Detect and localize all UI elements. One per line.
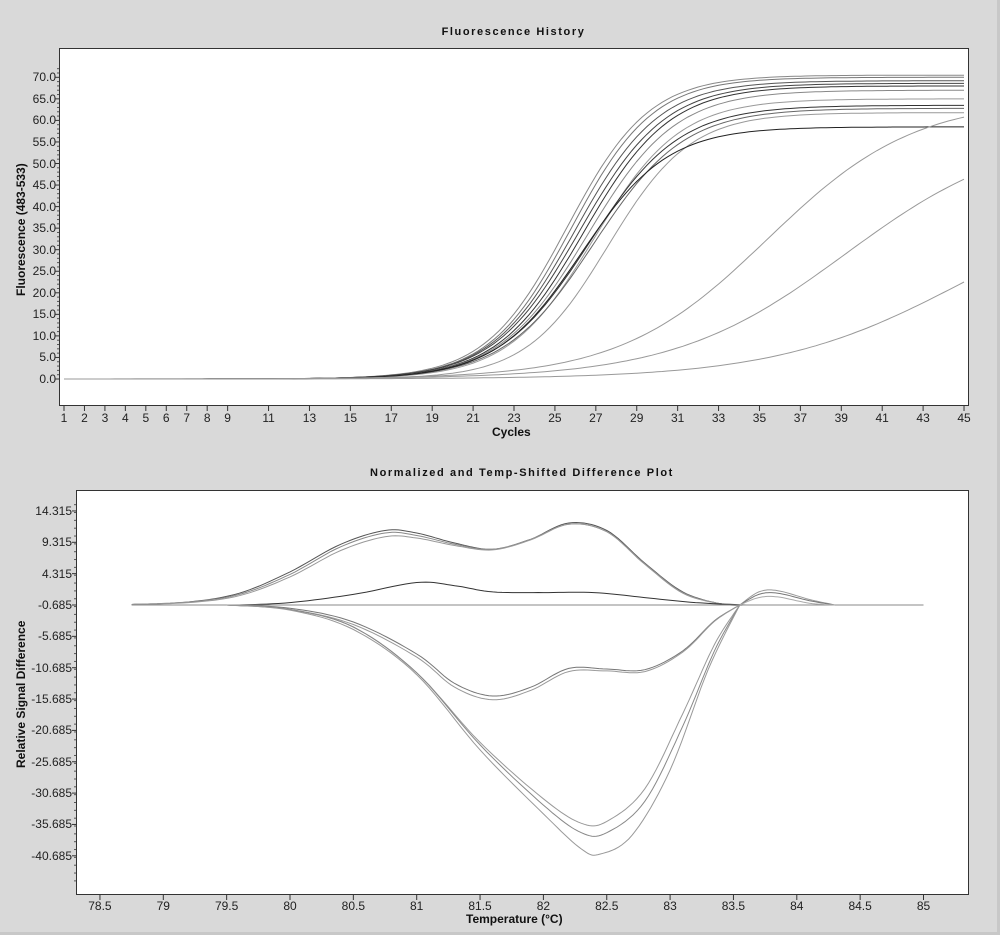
x-tick-label: 13 xyxy=(302,411,317,425)
x-tick-label: 83.5 xyxy=(721,899,746,913)
x-tick-label: 8 xyxy=(203,411,211,425)
y-tick-label: 65.0 xyxy=(32,91,56,106)
difference-curve xyxy=(131,523,747,606)
x-tick-label: 84.5 xyxy=(848,899,872,913)
x-tick-label: 15 xyxy=(343,411,358,425)
y-tick-label: -5.685 xyxy=(37,629,72,644)
x-tick-label: 81 xyxy=(410,899,424,913)
amplification-curve xyxy=(64,107,964,380)
difference-curve xyxy=(131,523,747,606)
x-tick-label: 82.5 xyxy=(595,899,619,913)
fluorescence-x-axis-title: Cycles xyxy=(492,425,531,439)
x-tick-label: 82 xyxy=(536,899,551,913)
y-tick-label: 25.0 xyxy=(32,264,56,279)
window-frame-bottom xyxy=(0,932,1000,935)
difference-curve xyxy=(226,604,741,701)
amplification-curve xyxy=(64,281,965,380)
x-tick-label: 27 xyxy=(589,411,603,425)
x-tick-label: 25 xyxy=(548,411,562,425)
x-tick-label: 3 xyxy=(101,411,109,425)
y-tick-label: 15.0 xyxy=(32,307,56,322)
x-tick-label: 9 xyxy=(224,411,231,425)
x-tick-label: 17 xyxy=(384,411,398,425)
y-tick-label: -0.685 xyxy=(37,598,72,612)
y-tick-label: 35.0 xyxy=(32,221,56,236)
y-tick-label: -10.685 xyxy=(31,660,72,675)
x-tick-label: 2 xyxy=(81,411,88,425)
amplification-curve xyxy=(64,178,965,380)
y-tick-label: -15.685 xyxy=(31,692,72,707)
y-tick-label: 55.0 xyxy=(32,134,56,149)
y-tick-label: 9.315 xyxy=(41,535,72,550)
difference-chart-title: Normalized and Temp-Shifted Difference P… xyxy=(370,467,674,479)
y-tick-label: 14.315 xyxy=(35,503,72,518)
x-tick-label: 6 xyxy=(162,411,170,425)
x-tick-label: 43 xyxy=(916,411,930,425)
difference-curve xyxy=(226,604,741,856)
difference-curve xyxy=(226,604,741,827)
y-tick-label: -35.685 xyxy=(31,817,72,832)
y-tick-label: 40.0 xyxy=(32,199,56,214)
x-tick-label: 1 xyxy=(60,411,68,425)
x-tick-label: 79.5 xyxy=(214,899,239,913)
x-tick-label: 81.5 xyxy=(468,899,492,913)
window-frame-edge xyxy=(997,0,1000,935)
difference-curve xyxy=(239,581,747,606)
x-tick-label: 7 xyxy=(183,411,191,425)
fluorescence-plot-area xyxy=(59,48,969,406)
fluorescence-chart-title: Fluorescence History xyxy=(441,26,586,38)
x-tick-label: 37 xyxy=(793,411,808,425)
y-tick-label: 5.0 xyxy=(39,350,56,365)
difference-curve xyxy=(226,604,741,837)
y-tick-label: 30.0 xyxy=(32,242,56,257)
y-tick-label: 60.0 xyxy=(32,113,56,128)
x-tick-label: 84 xyxy=(790,899,804,913)
x-tick-label: 11 xyxy=(262,411,275,425)
x-tick-label: 39 xyxy=(834,411,848,425)
difference-curve xyxy=(739,592,835,606)
x-tick-label: 31 xyxy=(670,411,685,425)
y-tick-label: 70.0 xyxy=(32,70,56,85)
x-tick-label: 45 xyxy=(957,411,971,425)
difference-x-axis-title: Temperature (°C) xyxy=(466,912,563,926)
x-tick-label: 83 xyxy=(663,899,677,913)
y-tick-label: 20.0 xyxy=(32,285,56,300)
x-tick-label: 33 xyxy=(711,411,726,425)
x-tick-label: 21 xyxy=(466,411,480,425)
x-tick-label: 19 xyxy=(425,411,439,425)
y-tick-label: -40.685 xyxy=(31,848,72,863)
y-tick-label: -25.685 xyxy=(31,754,72,769)
x-tick-label: 80 xyxy=(283,899,297,913)
x-tick-label: 41 xyxy=(875,411,889,425)
amplification-curve xyxy=(64,80,964,380)
y-tick-label: 10.0 xyxy=(32,328,56,343)
x-tick-label: 4 xyxy=(122,411,129,425)
amplification-curve xyxy=(64,112,964,380)
y-tick-label: 50.0 xyxy=(32,156,56,171)
x-tick-label: 35 xyxy=(752,411,767,425)
difference-curve xyxy=(226,604,741,697)
x-tick-label: 5 xyxy=(142,411,150,425)
x-tick-label: 23 xyxy=(507,411,521,425)
x-tick-label: 29 xyxy=(630,411,644,425)
difference-curve xyxy=(739,595,835,606)
y-tick-label: -20.685 xyxy=(31,723,72,738)
difference-curve xyxy=(739,589,835,606)
x-tick-label: 85 xyxy=(916,899,931,913)
amplification-curve xyxy=(64,98,964,380)
y-tick-label: -30.685 xyxy=(31,786,72,801)
x-tick-label: 79 xyxy=(156,899,170,913)
y-tick-label: 45.0 xyxy=(32,178,56,193)
y-tick-label: 0.0 xyxy=(39,372,56,386)
difference-curve xyxy=(131,521,747,606)
y-tick-label: 4.315 xyxy=(41,566,72,581)
x-tick-label: 80.5 xyxy=(341,899,366,913)
x-tick-label: 78.5 xyxy=(88,899,112,913)
amplification-curve xyxy=(64,104,964,380)
difference-plot-area xyxy=(76,490,969,895)
